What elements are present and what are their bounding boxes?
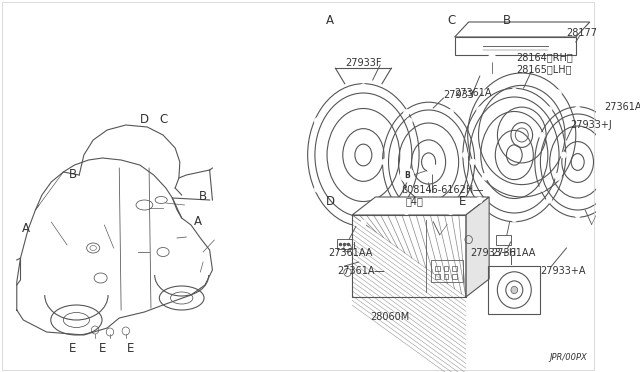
Text: B: B — [404, 170, 410, 180]
Polygon shape — [352, 197, 489, 215]
Text: 27361A: 27361A — [604, 102, 640, 112]
Bar — [452, 274, 457, 279]
Bar — [488, 266, 540, 314]
Circle shape — [404, 209, 410, 215]
Circle shape — [575, 106, 580, 112]
Text: 27933F: 27933F — [345, 58, 381, 68]
Bar — [452, 266, 457, 271]
Circle shape — [381, 159, 387, 165]
Text: JPR/00PX: JPR/00PX — [549, 353, 587, 362]
Text: 27933+A: 27933+A — [540, 266, 586, 276]
Circle shape — [407, 118, 412, 124]
Text: C: C — [159, 113, 167, 126]
Bar — [337, 239, 354, 249]
Circle shape — [477, 107, 483, 113]
Text: 27361AA: 27361AA — [328, 248, 372, 258]
Circle shape — [401, 168, 413, 182]
Polygon shape — [454, 37, 576, 55]
Circle shape — [540, 185, 545, 192]
Circle shape — [314, 186, 320, 192]
Circle shape — [492, 270, 498, 277]
Text: E: E — [127, 342, 134, 355]
Circle shape — [547, 107, 552, 113]
Circle shape — [448, 109, 453, 115]
Text: B: B — [68, 168, 77, 181]
Circle shape — [540, 132, 545, 139]
Circle shape — [561, 152, 566, 158]
Text: A: A — [22, 222, 30, 235]
Circle shape — [482, 173, 489, 180]
Text: 28165（LH）: 28165（LH） — [516, 64, 572, 74]
Text: 28060M: 28060M — [370, 312, 409, 322]
Circle shape — [314, 118, 320, 124]
Bar — [431, 260, 463, 282]
Text: D: D — [140, 113, 149, 126]
Circle shape — [511, 88, 517, 94]
Polygon shape — [454, 22, 590, 37]
Text: 28164（RH）: 28164（RH） — [516, 52, 573, 62]
Circle shape — [360, 84, 366, 90]
Circle shape — [360, 220, 366, 226]
Text: ß08146-6162H―: ß08146-6162H― — [401, 185, 483, 195]
Text: E: E — [458, 195, 466, 208]
Bar — [495, 235, 511, 245]
Text: 27933+H: 27933+H — [470, 248, 517, 258]
Text: 27361A―: 27361A― — [337, 266, 385, 276]
Text: 27361A: 27361A — [454, 88, 492, 98]
Bar — [435, 274, 440, 279]
Text: A: A — [326, 14, 334, 27]
Text: 28177: 28177 — [566, 28, 598, 38]
Circle shape — [448, 209, 453, 215]
Circle shape — [531, 270, 537, 277]
Circle shape — [547, 197, 552, 203]
Circle shape — [482, 90, 489, 97]
Text: E: E — [99, 342, 106, 355]
Text: 27361AA: 27361AA — [491, 248, 536, 258]
Circle shape — [611, 185, 616, 192]
Text: D: D — [326, 195, 335, 208]
Circle shape — [462, 152, 468, 158]
Circle shape — [511, 286, 518, 294]
Circle shape — [555, 90, 561, 97]
Circle shape — [488, 54, 496, 62]
Text: 27933: 27933 — [444, 90, 474, 100]
Circle shape — [477, 197, 483, 203]
Circle shape — [575, 212, 580, 218]
Text: B: B — [503, 14, 511, 27]
Polygon shape — [352, 215, 466, 297]
Circle shape — [428, 164, 436, 174]
Circle shape — [511, 216, 517, 222]
Bar — [444, 266, 449, 271]
Text: 27933+J: 27933+J — [570, 120, 612, 130]
Bar — [435, 266, 440, 271]
Circle shape — [407, 186, 412, 192]
Polygon shape — [466, 197, 489, 297]
Circle shape — [611, 132, 616, 139]
Circle shape — [531, 303, 537, 310]
Text: （4）: （4） — [405, 196, 423, 206]
Text: C: C — [447, 14, 456, 27]
Text: A: A — [193, 215, 202, 228]
Circle shape — [555, 173, 561, 180]
Circle shape — [404, 109, 410, 115]
Text: E: E — [69, 342, 76, 355]
Text: B: B — [199, 190, 207, 203]
Circle shape — [492, 303, 498, 310]
Circle shape — [470, 159, 476, 165]
Bar — [444, 274, 449, 279]
